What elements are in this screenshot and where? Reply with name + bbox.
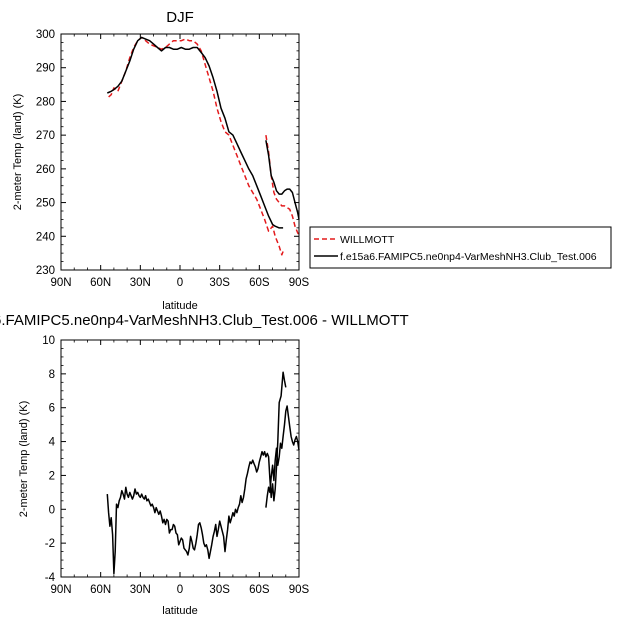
bottom-chart-y-tick-label: 6 bbox=[49, 403, 55, 415]
bottom-chart-y-tick-label: 10 bbox=[42, 335, 55, 347]
bottom-chart-y-tick-label: 2 bbox=[49, 470, 55, 482]
top-chart-series-0-line bbox=[106, 36, 284, 256]
top-chart-xlabel: latitude bbox=[162, 300, 197, 312]
top-chart-x-tick-label: 90N bbox=[50, 277, 71, 289]
top-chart-y-tick-label: 250 bbox=[36, 198, 55, 210]
legend-label-willmott: WILLMOTT bbox=[340, 234, 395, 246]
bottom-chart-xlabel: latitude bbox=[162, 605, 197, 617]
top-chart-plot-frame bbox=[60, 33, 300, 271]
top-chart-y-tick-label: 280 bbox=[36, 96, 55, 108]
bottom-chart-x-tick-label: 0 bbox=[177, 584, 183, 596]
top-chart-title: DJF bbox=[166, 9, 194, 26]
top-chart-y-tick-label: 290 bbox=[36, 63, 55, 75]
legend-box bbox=[309, 226, 612, 269]
top-chart-ylabel: 2-meter Temp (land) (K) bbox=[12, 94, 24, 211]
bottom-chart-x-tick-label: 90S bbox=[289, 584, 310, 596]
bottom-chart-ylabel: 2-meter Temp (land) (K) bbox=[18, 401, 30, 518]
top-chart-x-tick-label: 30N bbox=[130, 277, 151, 289]
legend: WILLMOTT f.e15a6.FAMIPC5.ne0np4-VarMeshN… bbox=[309, 226, 612, 269]
bottom-chart-y-tick-label: 0 bbox=[49, 504, 55, 516]
bottom-chart-title: f.e15a6.FAMIPC5.ne0np4-VarMeshNH3.Club_T… bbox=[0, 312, 409, 329]
bottom-chart-series-0-line bbox=[265, 405, 300, 508]
bottom-chart-y-tick-label: -2 bbox=[45, 538, 55, 550]
top-chart-x-tick-label: 60S bbox=[249, 277, 270, 289]
bottom-chart-x-tick-label: 30N bbox=[130, 584, 151, 596]
bottom-chart-x-tick-label: 60S bbox=[249, 584, 270, 596]
top-chart-y-tick-label: 230 bbox=[36, 265, 55, 277]
top-chart-x-tick-label: 60N bbox=[90, 277, 111, 289]
top-chart-y-tick-label: 300 bbox=[36, 29, 55, 41]
bottom-chart-series-0-line bbox=[106, 371, 287, 575]
top-chart-x-tick-label: 90S bbox=[289, 277, 310, 289]
bottom-chart-x-tick-label: 30S bbox=[209, 584, 230, 596]
top-chart: DJF 2-meter Temp (land) (K) latitude 230… bbox=[12, 9, 310, 312]
top-chart-x-tick-label: 0 bbox=[177, 277, 183, 289]
top-chart-y-tick-label: 260 bbox=[36, 164, 55, 176]
top-chart-x-tick-label: 30S bbox=[209, 277, 230, 289]
top-chart-y-tick-label: 270 bbox=[36, 130, 55, 142]
top-chart-series-1-line bbox=[265, 140, 300, 220]
bottom-chart-x-tick-label: 60N bbox=[90, 584, 111, 596]
bottom-chart-y-tick-label: -4 bbox=[45, 572, 56, 584]
bottom-chart: f.e15a6.FAMIPC5.ne0np4-VarMeshNH3.Club_T… bbox=[0, 312, 409, 617]
bottom-chart-y-tick-label: 4 bbox=[49, 437, 56, 449]
top-chart-series-1-line bbox=[107, 36, 284, 229]
bottom-chart-x-tick-label: 90N bbox=[50, 584, 71, 596]
bottom-chart-y-tick-label: 8 bbox=[49, 369, 55, 381]
legend-label-model: f.e15a6.FAMIPC5.ne0np4-VarMeshNH3.Club_T… bbox=[340, 251, 597, 263]
top-chart-y-tick-label: 240 bbox=[36, 231, 55, 243]
